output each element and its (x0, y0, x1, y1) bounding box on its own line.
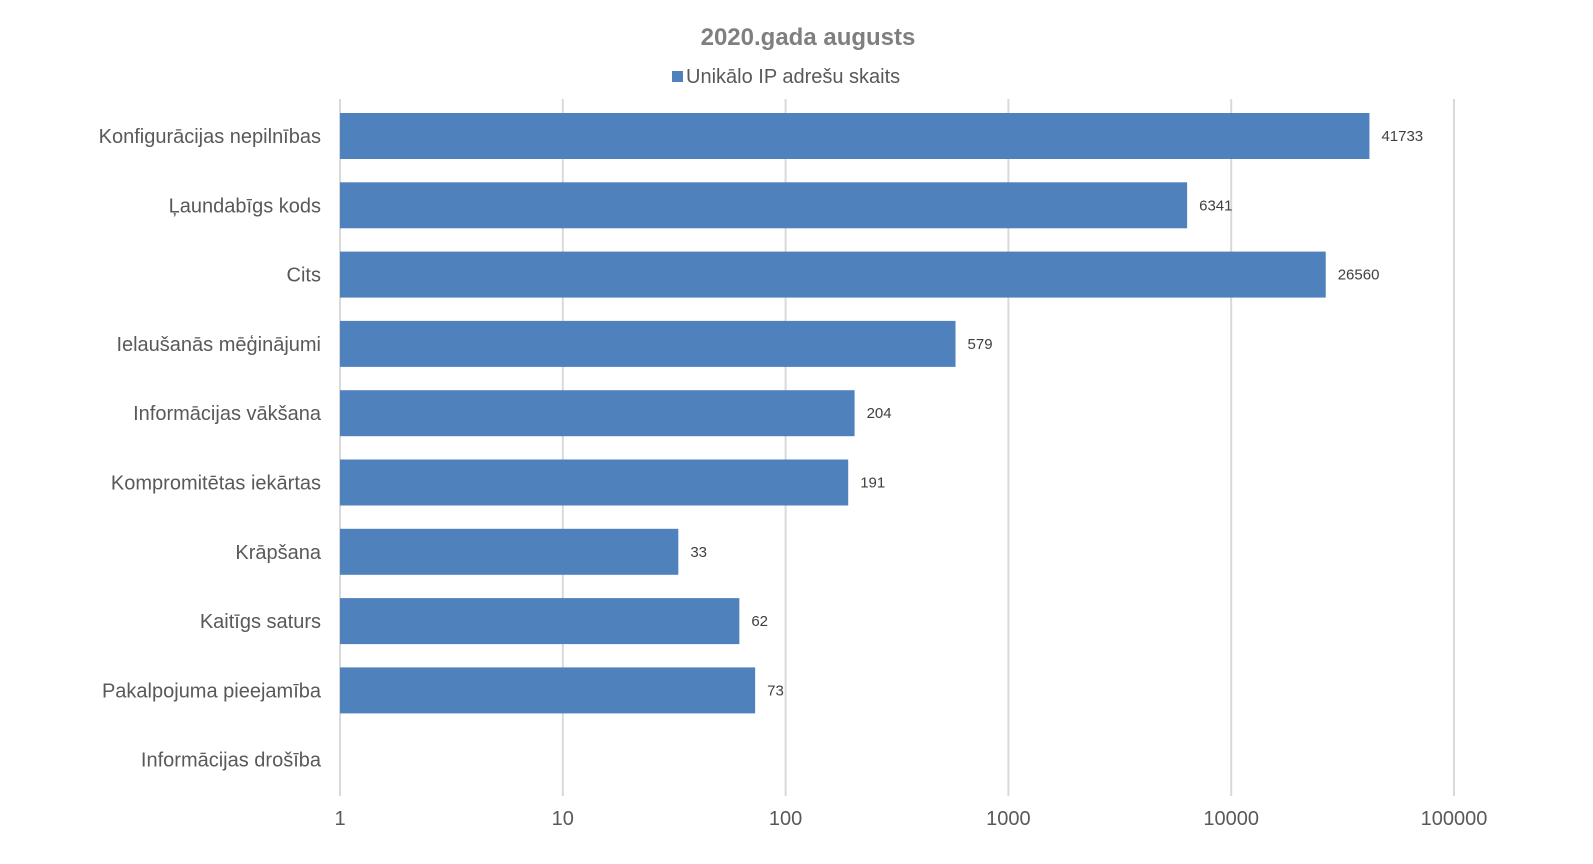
legend: Unikālo IP adrešu skaits (672, 66, 900, 88)
category-label: Cits (287, 265, 321, 287)
x-tick-label: 10 (552, 808, 574, 830)
data-label: 204 (867, 405, 892, 422)
category-label: Krāpšana (235, 542, 321, 564)
data-label: 73 (767, 682, 784, 699)
data-label: 33 (690, 544, 707, 561)
bar (340, 598, 740, 645)
bar (340, 390, 855, 437)
legend-label: Unikālo IP adrešu skaits (686, 66, 900, 88)
x-tick-label: 1 (334, 808, 345, 830)
x-tick-label: 10000 (1203, 808, 1259, 830)
category-labels: Konfigurācijas nepilnības Ļaundabīgs kods… (99, 126, 322, 772)
category-label: Informācijas drošība (141, 750, 322, 772)
x-tick-label: 100 (769, 808, 802, 830)
bar (340, 182, 1188, 229)
chart-title: 2020.gada augusts (701, 24, 916, 51)
bar (340, 113, 1370, 159)
bars (340, 113, 1370, 714)
x-tick-label: 100000 (1421, 808, 1488, 830)
data-labels: 41733 6341 26560 579 204 191 33 62 73 (690, 128, 1423, 699)
category-label: Ļaundabīgs kods (169, 195, 321, 217)
data-label: 62 (751, 613, 768, 630)
category-label: Kaitīgs saturs (200, 611, 321, 633)
category-label: Konfigurācijas nepilnības (99, 126, 321, 148)
x-tick-label: 1000 (986, 808, 1031, 830)
category-label: Informācijas vākšana (133, 403, 322, 425)
data-label: 41733 (1381, 128, 1423, 145)
legend-swatch (672, 71, 683, 82)
category-label: Pakalpojuma pieejamība (102, 680, 322, 702)
x-axis-tick-labels: 1 10 100 1000 10000 100000 (334, 808, 1487, 830)
data-label: 6341 (1199, 197, 1232, 214)
data-label: 579 (968, 336, 993, 353)
data-label: 191 (860, 475, 885, 492)
bar (340, 320, 956, 367)
category-label: Ielaušanās mēģinājumi (116, 334, 321, 356)
bar (340, 459, 849, 506)
data-label: 26560 (1338, 267, 1380, 284)
bar (340, 251, 1326, 298)
bar (340, 667, 756, 714)
bar (340, 528, 679, 575)
category-label: Kompromitētas iekārtas (111, 473, 321, 495)
